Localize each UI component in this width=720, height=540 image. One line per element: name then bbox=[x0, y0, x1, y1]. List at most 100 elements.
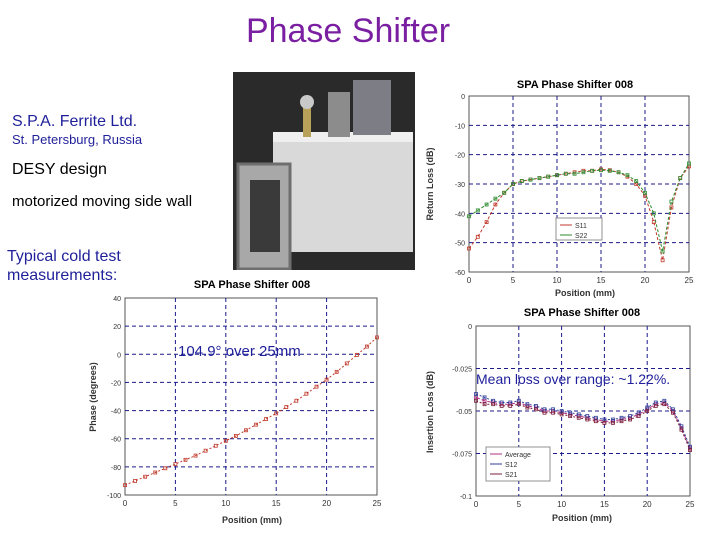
x-tick-label-phase: 0 bbox=[123, 499, 128, 508]
data-point-phase-0 bbox=[153, 470, 158, 475]
x-tick-label-insertion_loss: 0 bbox=[474, 500, 479, 509]
loss-annotation: Mean loss over range: ~1.22%. bbox=[476, 371, 671, 387]
legend-label-return_loss-0: S11 bbox=[575, 223, 587, 230]
y-tick-label-return_loss: -10 bbox=[455, 123, 465, 130]
data-point-return_loss-0 bbox=[651, 220, 656, 225]
data-point-return_loss-1 bbox=[475, 208, 480, 213]
data-point-insertion_loss-1 bbox=[516, 398, 521, 403]
series-line-return_loss-1 bbox=[468, 163, 690, 252]
x-tick-label-return_loss: 20 bbox=[641, 276, 650, 285]
x-tick-label-return_loss: 10 bbox=[553, 276, 562, 285]
data-point-insertion_loss-2 bbox=[525, 405, 530, 410]
cold-test-line-1: Typical cold test bbox=[7, 248, 121, 265]
data-point-phase-0 bbox=[354, 353, 359, 357]
data-point-phase-0 bbox=[123, 483, 127, 488]
drive-knob bbox=[300, 95, 314, 109]
page-title: Phase Shifter bbox=[245, 12, 451, 50]
data-point-phase-0 bbox=[344, 361, 349, 366]
data-point-insertion_loss-2 bbox=[636, 414, 641, 419]
data-point-return_loss-1 bbox=[687, 161, 691, 166]
data-point-insertion_loss-1 bbox=[474, 392, 478, 396]
motor-drive bbox=[353, 80, 391, 135]
data-point-insertion_loss-2 bbox=[482, 402, 487, 407]
y-tick-label-insertion_loss: -0.025 bbox=[452, 367, 472, 374]
data-point-phase-0 bbox=[375, 335, 379, 340]
data-point-phase-0 bbox=[233, 433, 238, 438]
x-tick-label-return_loss: 25 bbox=[685, 276, 694, 285]
data-point-return_loss-1 bbox=[616, 170, 621, 175]
plot-frame-phase bbox=[124, 297, 378, 496]
data-point-return_loss-1 bbox=[493, 196, 498, 201]
chart-title-return_loss: SPA Phase Shifter 008 bbox=[517, 79, 633, 91]
data-point-phase-0 bbox=[334, 369, 339, 374]
y-tick-label-phase: -80 bbox=[111, 465, 121, 472]
x-axis-label-insertion_loss: Position (mm) bbox=[552, 513, 612, 523]
data-point-insertion_loss-1 bbox=[551, 407, 555, 412]
data-point-return_loss-0 bbox=[660, 258, 665, 263]
data-point-return_loss-1 bbox=[599, 168, 603, 173]
legend-label-insertion_loss-2: S21 bbox=[505, 472, 518, 479]
x-tick-label-insertion_loss: 25 bbox=[686, 500, 695, 509]
x-tick-label-insertion_loss: 5 bbox=[517, 500, 522, 509]
legend-label-insertion_loss-1: S12 bbox=[505, 462, 518, 469]
cold-test-label: Typical cold test measurements: bbox=[7, 247, 121, 285]
data-point-insertion_loss-2 bbox=[585, 417, 590, 422]
x-axis-label-phase: Position (mm) bbox=[222, 515, 282, 525]
data-point-return_loss-0 bbox=[493, 202, 498, 207]
y-axis-label-return_loss: Return Loss (dB) bbox=[425, 147, 435, 220]
company-location: St. Petersburg, Russia bbox=[12, 132, 143, 147]
device-illustration bbox=[233, 72, 415, 270]
data-point-insertion_loss-2 bbox=[611, 420, 615, 425]
data-point-insertion_loss-1 bbox=[619, 415, 624, 420]
y-tick-label-phase: -60 bbox=[111, 437, 121, 444]
data-point-return_loss-1 bbox=[590, 168, 595, 173]
x-tick-label-insertion_loss: 20 bbox=[643, 500, 652, 509]
data-point-phase-0 bbox=[284, 405, 289, 409]
data-point-phase-0 bbox=[133, 479, 137, 483]
cold-test-line-2: measurements: bbox=[7, 267, 118, 284]
data-point-phase-0 bbox=[304, 391, 309, 396]
data-point-insertion_loss-2 bbox=[688, 448, 692, 453]
data-point-insertion_loss-2 bbox=[542, 410, 547, 415]
data-point-return_loss-1 bbox=[625, 173, 630, 178]
data-point-return_loss-1 bbox=[537, 176, 542, 181]
data-point-phase-0 bbox=[244, 428, 248, 433]
data-point-return_loss-1 bbox=[669, 199, 674, 204]
data-point-return_loss-1 bbox=[511, 182, 515, 186]
x-tick-label-return_loss: 0 bbox=[467, 276, 472, 285]
data-point-insertion_loss-2 bbox=[662, 402, 667, 407]
data-point-phase-0 bbox=[173, 462, 178, 466]
feature-label: motorized moving side wall bbox=[12, 193, 193, 210]
data-point-insertion_loss-1 bbox=[542, 407, 547, 412]
data-point-insertion_loss-2 bbox=[499, 403, 504, 408]
data-point-insertion_loss-2 bbox=[551, 410, 555, 415]
y-tick-label-insertion_loss: 0 bbox=[468, 324, 472, 331]
y-tick-label-insertion_loss: -0.1 bbox=[460, 494, 472, 501]
data-point-phase-0 bbox=[274, 411, 279, 416]
data-point-phase-0 bbox=[213, 443, 218, 448]
waveguide-opening bbox=[250, 180, 280, 252]
x-tick-label-phase: 10 bbox=[221, 499, 230, 508]
data-point-phase-0 bbox=[183, 457, 188, 462]
data-point-phase-0 bbox=[163, 466, 168, 471]
data-point-insertion_loss-1 bbox=[593, 415, 598, 420]
y-tick-label-insertion_loss: -0.05 bbox=[456, 409, 472, 416]
data-point-return_loss-0 bbox=[467, 246, 471, 251]
data-point-phase-0 bbox=[223, 438, 228, 443]
data-point-insertion_loss-1 bbox=[670, 407, 675, 412]
y-tick-label-phase: 0 bbox=[117, 352, 121, 359]
data-point-insertion_loss-2 bbox=[670, 410, 675, 415]
company-name: S.P.A. Ferrite Ltd. bbox=[12, 113, 138, 130]
data-point-phase-0 bbox=[264, 417, 269, 421]
drive-post bbox=[303, 107, 311, 137]
data-point-phase-0 bbox=[314, 384, 319, 389]
x-tick-label-phase: 5 bbox=[173, 499, 178, 508]
data-point-return_loss-1 bbox=[467, 214, 471, 219]
data-point-return_loss-0 bbox=[475, 234, 480, 239]
y-tick-label-return_loss: -50 bbox=[455, 241, 465, 248]
data-point-insertion_loss-2 bbox=[474, 398, 478, 403]
data-point-insertion_loss-2 bbox=[491, 402, 496, 407]
data-point-return_loss-1 bbox=[572, 171, 577, 176]
data-point-return_loss-1 bbox=[519, 179, 524, 183]
